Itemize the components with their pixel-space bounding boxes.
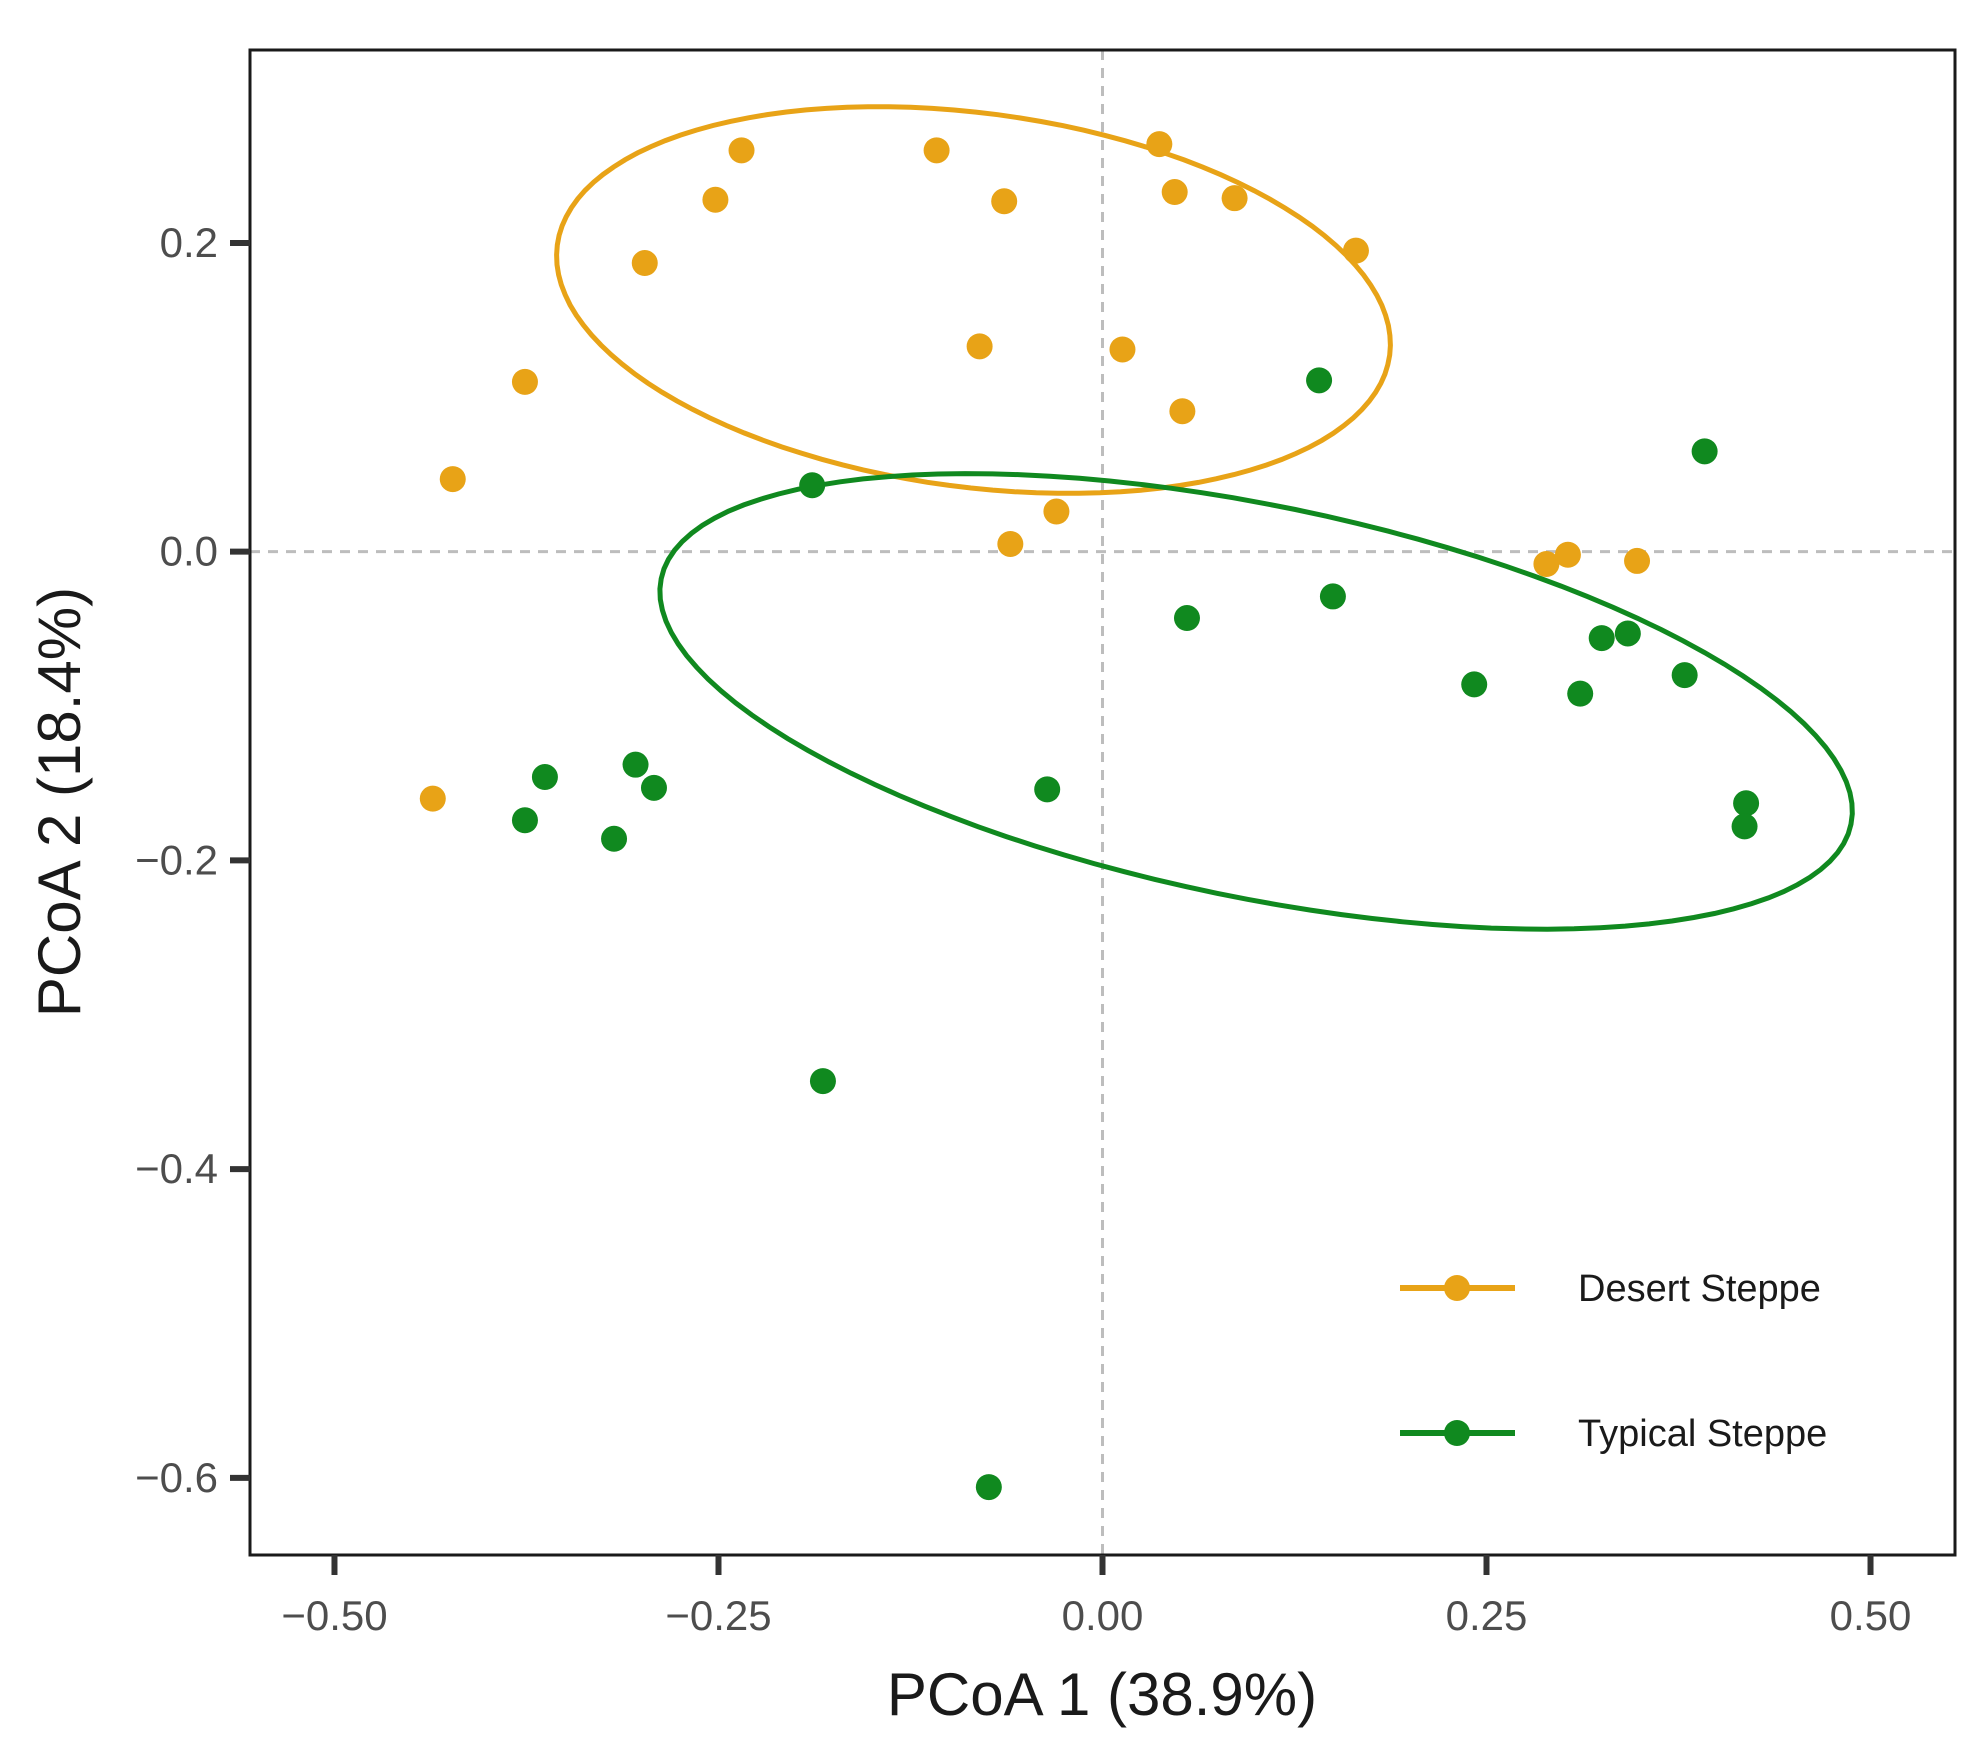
- point-typical-steppe: [1306, 367, 1333, 394]
- point-desert-steppe: [923, 137, 950, 164]
- point-typical-steppe: [1731, 813, 1758, 840]
- point-desert-steppe: [1554, 541, 1581, 568]
- point-desert-steppe: [1624, 547, 1651, 574]
- point-desert-steppe: [1221, 185, 1248, 212]
- point-typical-steppe: [1567, 680, 1594, 707]
- point-typical-steppe: [809, 1068, 836, 1095]
- point-desert-steppe: [439, 466, 466, 493]
- point-desert-steppe: [419, 785, 446, 812]
- point-typical-steppe: [1034, 776, 1061, 803]
- x-tick-label: 0.00: [1062, 1592, 1144, 1639]
- point-desert-steppe: [1146, 131, 1173, 158]
- legend-key-dot-desert-steppe: [1444, 1275, 1470, 1301]
- point-desert-steppe: [702, 186, 729, 213]
- point-desert-steppe: [997, 530, 1024, 557]
- point-typical-steppe: [1461, 671, 1488, 698]
- point-typical-steppe: [975, 1474, 1002, 1501]
- point-desert-steppe: [631, 250, 658, 277]
- point-desert-steppe: [1342, 237, 1369, 264]
- y-tick-label: −0.6: [135, 1454, 218, 1501]
- y-axis-title: PCoA 2 (18.4%): [26, 587, 93, 1017]
- point-desert-steppe: [991, 188, 1018, 215]
- y-tick-label: −0.4: [135, 1145, 218, 1192]
- point-typical-steppe: [511, 807, 538, 834]
- data-points: [419, 131, 1760, 1501]
- x-tick-label: −0.50: [281, 1592, 387, 1639]
- y-tick-label: −0.2: [135, 836, 218, 883]
- y-tick-label: 0.0: [160, 528, 218, 575]
- legend-label-typical-steppe: Typical Steppe: [1578, 1413, 1827, 1455]
- x-tick-label: 0.50: [1830, 1592, 1912, 1639]
- ellipse-typical-steppe: [657, 471, 1855, 932]
- point-desert-steppe: [728, 137, 755, 164]
- x-axis: −0.50 −0.25 0.00 0.25 0.50: [281, 1555, 1911, 1639]
- point-typical-steppe: [622, 751, 649, 778]
- x-axis-title: PCoA 1 (38.9%): [887, 1661, 1317, 1728]
- point-typical-steppe: [1588, 625, 1615, 652]
- legend-key-dot-typical-steppe: [1444, 1420, 1470, 1446]
- legend-label-desert-steppe: Desert Steppe: [1578, 1268, 1821, 1310]
- point-typical-steppe: [601, 825, 628, 852]
- point-typical-steppe: [1691, 438, 1718, 465]
- point-desert-steppe: [1533, 551, 1560, 578]
- y-tick-label: 0.2: [160, 219, 218, 266]
- y-axis: 0.2 0.0 −0.2 −0.4 −0.6: [135, 219, 250, 1501]
- legend: Desert Steppe Typical Steppe: [1400, 1268, 1827, 1455]
- point-typical-steppe: [799, 472, 826, 499]
- point-desert-steppe: [1043, 498, 1070, 525]
- point-desert-steppe: [1161, 179, 1188, 206]
- x-tick-label: 0.25: [1446, 1592, 1528, 1639]
- x-tick-label: −0.25: [665, 1592, 771, 1639]
- point-typical-steppe: [1319, 583, 1346, 610]
- point-typical-steppe: [1671, 662, 1698, 689]
- point-typical-steppe: [1173, 605, 1200, 632]
- point-typical-steppe: [1614, 620, 1641, 647]
- point-desert-steppe: [511, 368, 538, 395]
- point-typical-steppe: [1733, 790, 1760, 817]
- point-desert-steppe: [1109, 336, 1136, 363]
- point-desert-steppe: [966, 333, 993, 360]
- point-desert-steppe: [1169, 398, 1196, 425]
- confidence-ellipses: [554, 104, 1855, 932]
- point-typical-steppe: [640, 774, 667, 801]
- point-typical-steppe: [531, 764, 558, 791]
